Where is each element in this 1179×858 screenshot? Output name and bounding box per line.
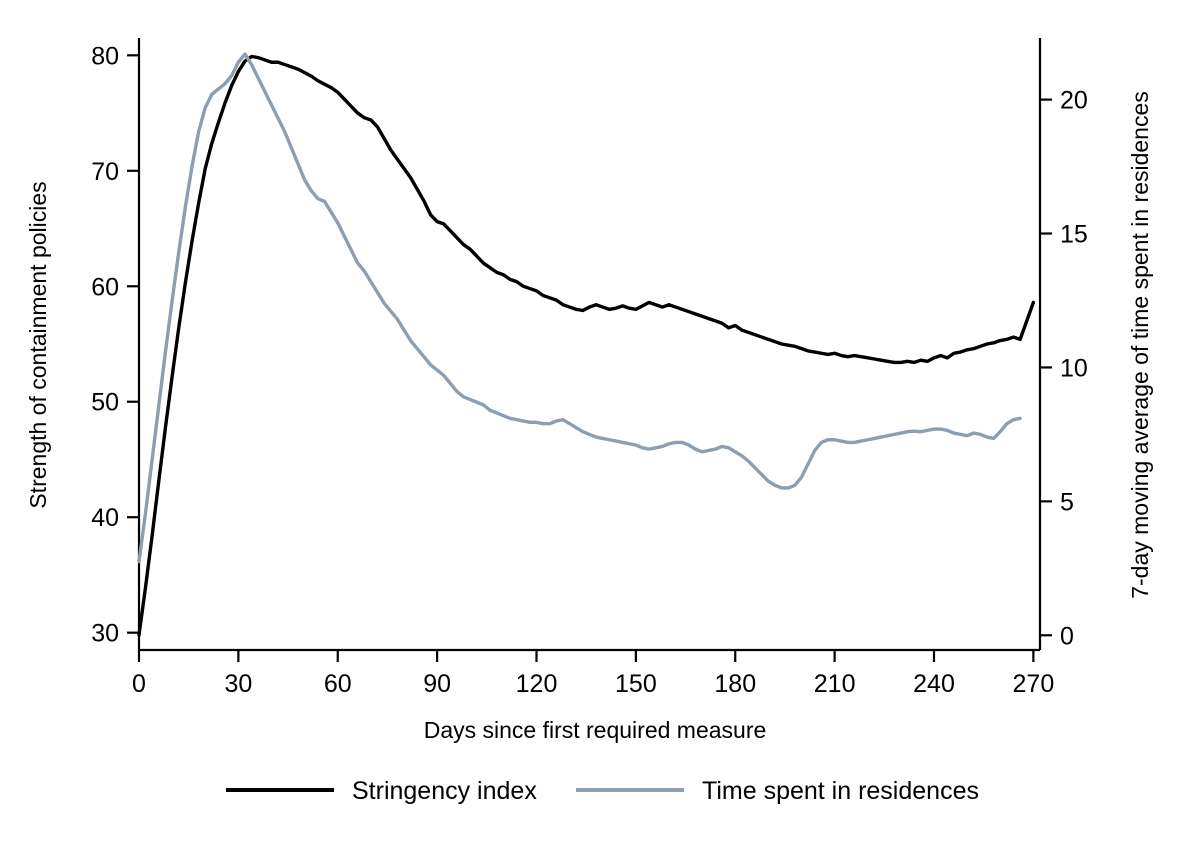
x-tick-label: 120 (516, 670, 558, 698)
x-tick-label: 270 (1013, 670, 1055, 698)
series-line-stringency (137, 54, 1036, 637)
x-tick-label: 0 (132, 670, 146, 698)
right-axis-title: 7-day moving average of time spent in re… (1127, 91, 1153, 599)
y-tick-label: 40 (91, 504, 119, 532)
y2-tick-label: 15 (1060, 221, 1088, 249)
right-axis-ticks: 0 5 10 15 20 (1040, 87, 1088, 650)
x-tick-label: 90 (423, 670, 451, 698)
x-tick-label: 180 (714, 670, 756, 698)
y-tick-label: 50 (91, 389, 119, 417)
y-tick-label: 80 (91, 42, 119, 70)
y-tick-label: 70 (91, 158, 119, 186)
series-layer (137, 52, 1036, 637)
chart-legend: Stringency index Time spent in residence… (226, 777, 979, 805)
x-tick-label: 150 (615, 670, 657, 698)
y2-tick-label: 5 (1060, 488, 1074, 516)
x-tick-label: 210 (814, 670, 856, 698)
y2-tick-label: 20 (1060, 87, 1088, 115)
x-tick-label: 30 (224, 670, 252, 698)
x-tick-label: 60 (324, 670, 352, 698)
y2-tick-label: 10 (1060, 354, 1088, 382)
left-axis-title: Strength of containment policies (25, 181, 51, 508)
legend-label-stringency: Stringency index (352, 777, 537, 805)
y-tick-label: 30 (91, 620, 119, 648)
series-line-residences (137, 52, 1022, 564)
left-axis-ticks: 30 40 50 60 70 80 (91, 42, 139, 648)
bottom-axis-title: Days since first required measure (424, 717, 767, 743)
y-tick-label: 60 (91, 273, 119, 301)
plot-frame (137, 38, 1042, 652)
bottom-axis-ticks: 0 30 60 90 120 150 180 210 240 270 (132, 650, 1054, 698)
y2-tick-label: 0 (1060, 622, 1074, 650)
x-tick-label: 240 (913, 670, 955, 698)
legend-label-residences: Time spent in residences (702, 777, 979, 805)
